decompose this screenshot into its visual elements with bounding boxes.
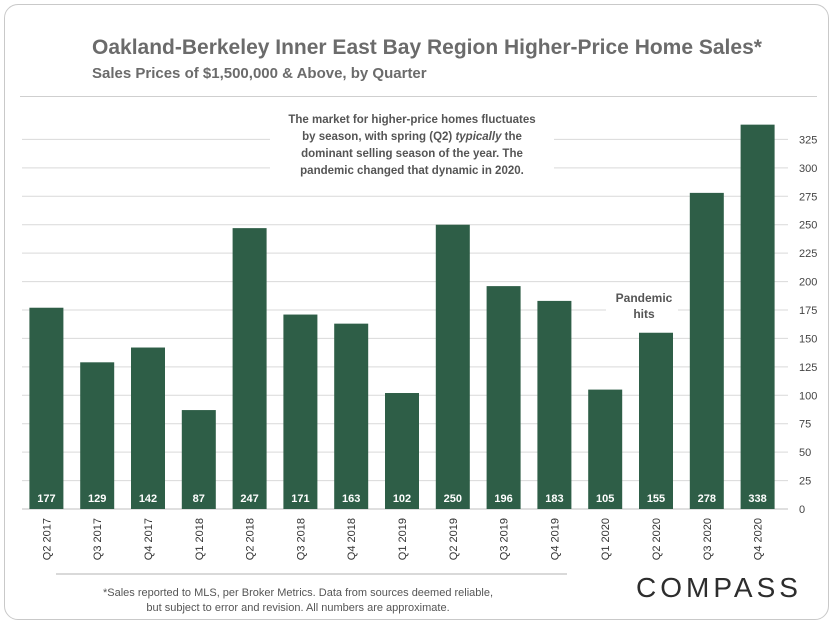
data-label: 142 (139, 493, 157, 505)
annotation-box (270, 108, 554, 184)
category-label: Q2 2018 (245, 518, 257, 560)
bar (29, 307, 64, 509)
category-label: Q4 2020 (753, 518, 765, 560)
category-label: Q1 2019 (397, 518, 409, 560)
bar (283, 314, 318, 509)
compass-logo: COMPASS (636, 572, 802, 603)
category-label: Q4 2017 (143, 518, 155, 560)
footnote-line-2: but subject to error and revision. All n… (146, 602, 450, 614)
data-label: 338 (748, 493, 766, 505)
y-tick-label: 300 (799, 163, 817, 175)
y-tick-label: 100 (799, 390, 817, 402)
data-label: 247 (240, 493, 258, 505)
category-label: Q4 2019 (549, 518, 561, 560)
category-label: Q3 2020 (702, 518, 714, 560)
category-label: Q2 2017 (41, 518, 53, 560)
y-tick-label: 275 (799, 191, 817, 203)
bar (80, 362, 115, 509)
bar (131, 347, 165, 509)
data-label: 87 (193, 493, 205, 505)
bar (181, 410, 216, 509)
bar (385, 393, 419, 509)
chart-subtitle: Sales Prices of $1,500,000 & Above, by Q… (92, 65, 427, 82)
bar (588, 389, 623, 509)
y-tick-label: 200 (799, 277, 817, 289)
footnote-line-1: *Sales reported to MLS, per Broker Metri… (102, 587, 494, 599)
bar (334, 323, 369, 509)
category-label: Q1 2020 (600, 518, 612, 560)
y-tick-label: 175 (799, 305, 817, 317)
data-label: 155 (647, 493, 665, 505)
annotation-line: The market for higher-price homes fluctu… (288, 114, 535, 126)
annotation-line: by season, with spring (Q2) typically th… (302, 131, 522, 143)
y-tick-label: 75 (799, 419, 811, 431)
pandemic-note-line: Pandemic (616, 291, 673, 305)
y-tick-label: 125 (799, 362, 817, 374)
y-tick-label: 150 (799, 333, 817, 345)
category-label: Q1 2018 (194, 518, 206, 560)
bar (740, 124, 775, 509)
bar (486, 286, 521, 509)
data-label: 163 (342, 493, 360, 505)
title-divider (20, 96, 817, 97)
data-label: 196 (494, 493, 512, 505)
bar (639, 332, 673, 509)
bar (435, 224, 470, 509)
y-tick-label: 0 (799, 504, 805, 516)
annotation-line: pandemic changed that dynamic in 2020. (300, 165, 524, 177)
y-tick-label: 225 (799, 248, 817, 260)
category-label: Q2 2019 (448, 518, 460, 560)
chart-title: Oakland-Berkeley Inner East Bay Region H… (92, 36, 762, 59)
y-tick-label: 325 (799, 134, 817, 146)
pandemic-note-line: hits (633, 307, 655, 321)
category-label: Q3 2018 (295, 518, 307, 560)
category-label: Q2 2020 (651, 518, 663, 560)
data-label: 177 (37, 493, 55, 505)
data-label: 129 (88, 493, 106, 505)
y-tick-label: 250 (799, 220, 817, 232)
data-label: 278 (698, 493, 716, 505)
pandemic-note-box (606, 286, 678, 322)
data-label: 183 (545, 493, 563, 505)
bar (537, 300, 572, 509)
category-label: Q4 2018 (346, 518, 358, 560)
data-label: 171 (291, 493, 309, 505)
category-label: Q3 2017 (92, 518, 104, 560)
footnote: *Sales reported to MLS, per Broker Metri… (92, 586, 504, 616)
y-tick-label: 50 (799, 447, 811, 459)
bar (232, 228, 267, 509)
category-label: Q3 2019 (499, 518, 511, 560)
data-label: 250 (444, 493, 462, 505)
data-label: 102 (393, 493, 411, 505)
data-label: 105 (596, 493, 614, 505)
bar (689, 192, 724, 510)
annotation-line: dominant selling season of the year. The (301, 148, 523, 160)
y-tick-label: 25 (799, 476, 811, 488)
